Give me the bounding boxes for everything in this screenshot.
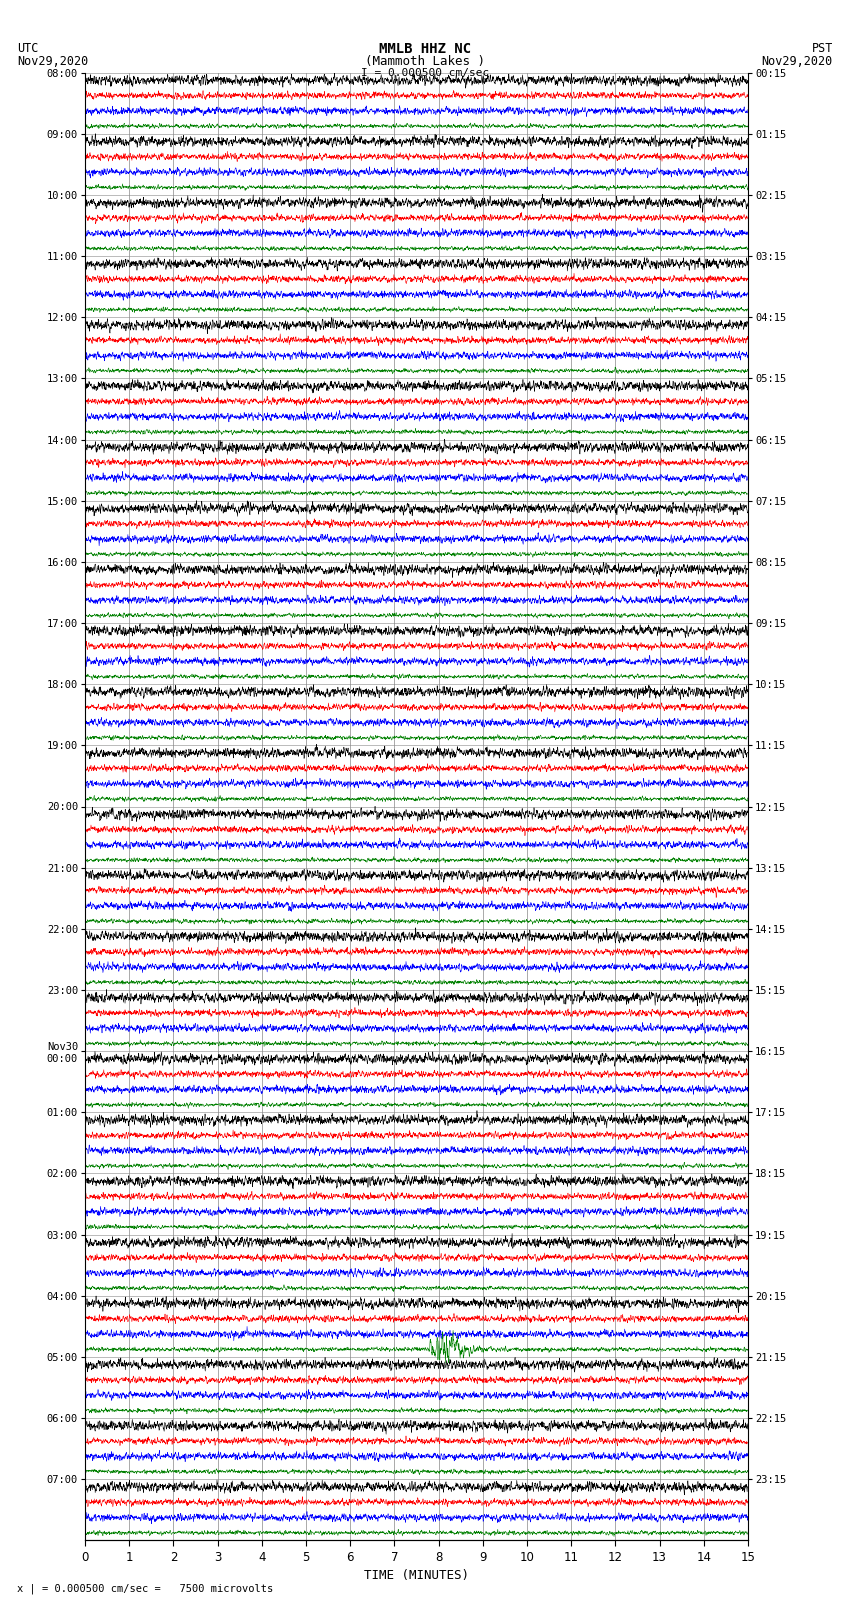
X-axis label: TIME (MINUTES): TIME (MINUTES) (364, 1569, 469, 1582)
Text: Nov29,2020: Nov29,2020 (17, 55, 88, 68)
Text: I = 0.000500 cm/sec: I = 0.000500 cm/sec (361, 68, 489, 77)
Text: UTC: UTC (17, 42, 38, 55)
Text: PST: PST (812, 42, 833, 55)
Text: MMLB HHZ NC: MMLB HHZ NC (379, 42, 471, 56)
Text: Nov29,2020: Nov29,2020 (762, 55, 833, 68)
Text: x | = 0.000500 cm/sec =   7500 microvolts: x | = 0.000500 cm/sec = 7500 microvolts (17, 1582, 273, 1594)
Text: (Mammoth Lakes ): (Mammoth Lakes ) (365, 55, 485, 68)
